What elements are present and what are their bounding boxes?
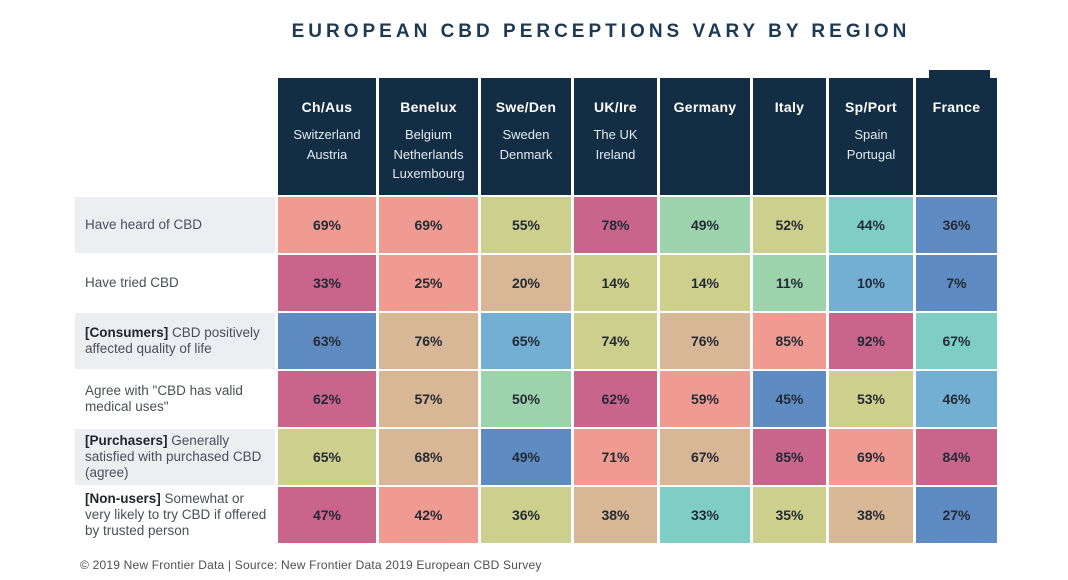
- row-label: Have heard of CBD: [75, 197, 275, 253]
- column-countries: Spain Portugal: [846, 127, 896, 162]
- heatmap-cell: 55%: [481, 197, 571, 253]
- heatmap-cell: 65%: [278, 429, 376, 485]
- heatmap-cell: 10%: [829, 255, 913, 311]
- heatmap-cell: 33%: [660, 487, 750, 543]
- column-abbr: UK/Ire: [593, 99, 638, 115]
- column-countries: Sweden Denmark: [499, 127, 553, 162]
- row-label: [Consumers] CBD positively affected qual…: [75, 313, 275, 369]
- column-abbr: Benelux: [400, 99, 457, 115]
- heatmap-cell: 52%: [753, 197, 826, 253]
- row-label: Have tried CBD: [85, 275, 179, 291]
- column-header-benelux: Benelux Belgium Netherlands Luxembourg: [379, 78, 478, 195]
- heatmap-cell: 68%: [379, 429, 478, 485]
- column-countries: The UK Ireland: [593, 127, 638, 162]
- heatmap-cell: 25%: [379, 255, 478, 311]
- column-header-germany: Germany: [660, 78, 750, 195]
- column-header-italy: Italy: [753, 78, 826, 195]
- heatmap-cell: 36%: [481, 487, 571, 543]
- heatmap-cell: 27%: [916, 487, 997, 543]
- heatmap-cell: 35%: [753, 487, 826, 543]
- heatmap-cell: 84%: [916, 429, 997, 485]
- heatmap-cell: 71%: [574, 429, 657, 485]
- heatmap-cell: 49%: [481, 429, 571, 485]
- heatmap-cell: 14%: [574, 255, 657, 311]
- column-abbr: Italy: [774, 99, 805, 115]
- heatmap-cell: 14%: [660, 255, 750, 311]
- heatmap-cell: 57%: [379, 371, 478, 427]
- heatmap-cell: 44%: [829, 197, 913, 253]
- heatmap-cell: 33%: [278, 255, 376, 311]
- column-countries: Switzerland Austria: [293, 127, 361, 162]
- row-label: [Non-users] Somewhat or very likely to t…: [85, 491, 267, 538]
- row-label: Agree with "CBD has valid medical uses": [85, 383, 243, 414]
- heatmap-cell: 69%: [379, 197, 478, 253]
- heatmap-cell: 74%: [574, 313, 657, 369]
- footer-credit: © 2019 New Frontier Data | Source: New F…: [80, 558, 542, 572]
- heatmap-cell: 85%: [753, 429, 826, 485]
- row-label: [Purchasers] Generally satisfied with pu…: [75, 429, 275, 485]
- heatmap-cell: 45%: [753, 371, 826, 427]
- heatmap-cell: 38%: [829, 487, 913, 543]
- column-abbr: Swe/Den: [495, 99, 557, 115]
- heatmap-cell: 49%: [660, 197, 750, 253]
- heatmap-cell: 38%: [574, 487, 657, 543]
- heatmap-cell: 67%: [916, 313, 997, 369]
- heatmap-cell: 59%: [660, 371, 750, 427]
- heatmap-cell: 76%: [660, 313, 750, 369]
- column-abbr: Sp/Port: [845, 99, 897, 115]
- column-countries: Belgium Netherlands Luxembourg: [392, 127, 465, 181]
- heatmap-cell: 92%: [829, 313, 913, 369]
- heatmap-cell: 36%: [916, 197, 997, 253]
- column-abbr: Ch/Aus: [301, 99, 353, 115]
- table-corner-spacer: [75, 78, 275, 195]
- heatmap-cell: 65%: [481, 313, 571, 369]
- heatmap-cell: 62%: [574, 371, 657, 427]
- heatmap-cell: 46%: [916, 371, 997, 427]
- heatmap-cell: 11%: [753, 255, 826, 311]
- heatmap-cell: 67%: [660, 429, 750, 485]
- heatmap-cell: 63%: [278, 313, 376, 369]
- heatmap-cell: 69%: [278, 197, 376, 253]
- column-header-sweden: Swe/Den Sweden Denmark: [481, 78, 571, 195]
- column-abbr: Germany: [673, 99, 737, 115]
- column-header-france: France: [916, 78, 997, 195]
- heatmap-cell: 50%: [481, 371, 571, 427]
- france-column-notch: [929, 70, 990, 79]
- heatmap-cell: 20%: [481, 255, 571, 311]
- heatmap-cell: 76%: [379, 313, 478, 369]
- column-header-spport: Sp/Port Spain Portugal: [829, 78, 913, 195]
- page-title: EUROPEAN CBD PERCEPTIONS VARY BY REGION: [291, 21, 911, 42]
- column-header-ukire: UK/Ire The UK Ireland: [574, 78, 657, 195]
- heatmap-cell: 47%: [278, 487, 376, 543]
- heatmap-cell: 69%: [829, 429, 913, 485]
- heatmap-cell: 78%: [574, 197, 657, 253]
- heatmap-cell: 42%: [379, 487, 478, 543]
- heatmap-cell: 7%: [916, 255, 997, 311]
- heatmap-cell: 85%: [753, 313, 826, 369]
- column-header-chaus: Ch/Aus Switzerland Austria: [278, 78, 376, 195]
- heatmap-cell: 62%: [278, 371, 376, 427]
- column-abbr: France: [932, 99, 981, 115]
- heatmap-cell: 53%: [829, 371, 913, 427]
- heatmap-table: Ch/Aus Switzerland Austria Benelux Belgi…: [75, 78, 997, 543]
